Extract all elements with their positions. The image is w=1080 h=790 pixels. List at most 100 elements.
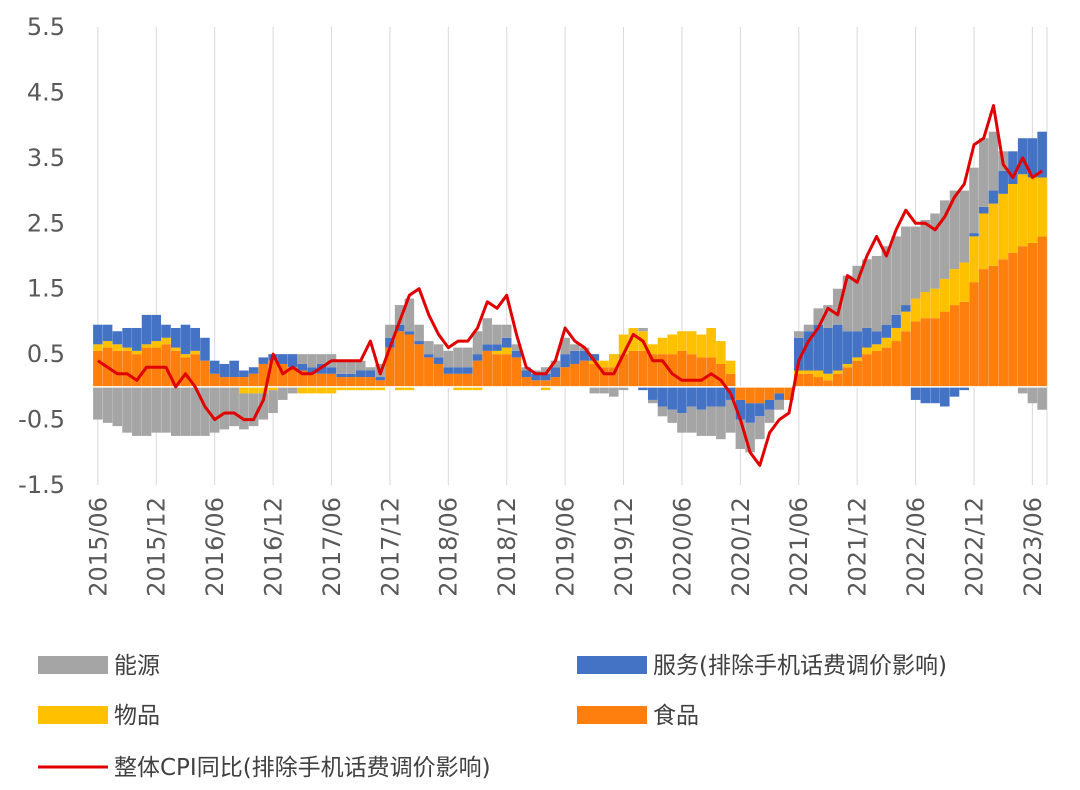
bar-segment [930, 386, 940, 404]
bar-segment [764, 386, 775, 400]
bar-segment [472, 354, 483, 361]
bar-segment [501, 337, 512, 348]
bar-segment [832, 373, 843, 387]
bar-segment [200, 360, 210, 387]
bar-segment [686, 354, 697, 387]
bar-segment [901, 331, 911, 387]
bar-segment [531, 380, 541, 387]
bar-segment [248, 367, 259, 374]
bar-segment [482, 318, 493, 345]
bar-segment [1037, 236, 1047, 387]
bar-segment [949, 386, 960, 397]
bar-segment [122, 350, 132, 387]
bar-segment [511, 344, 522, 351]
bar-segment [764, 409, 775, 423]
bar-segment [550, 377, 561, 387]
y-tick-label: 3.5 [27, 144, 65, 172]
bar-segment [200, 337, 210, 361]
bar-segment [161, 337, 171, 345]
bar-segment [102, 341, 113, 348]
bar-segment [1027, 138, 1038, 178]
bar-segment [871, 256, 882, 332]
bar-segment [365, 367, 376, 371]
bar-segment [793, 370, 804, 374]
bar-segment [803, 324, 814, 332]
bar-segment [414, 344, 424, 387]
bar-segment [394, 324, 405, 332]
bar-segment [969, 233, 979, 237]
bar-segment [696, 334, 707, 358]
bar-segment [949, 305, 960, 387]
x-tick-label: 2021/06 [785, 497, 813, 597]
legend-label: 能源 [114, 653, 160, 679]
bar-segment [862, 347, 872, 355]
bar-segment [404, 386, 415, 391]
bar-segment [579, 360, 590, 387]
bar-segment [365, 370, 376, 378]
bar-segment [686, 386, 697, 407]
bar-segment [404, 298, 415, 332]
bar-segment [511, 350, 522, 358]
bar-segment [93, 350, 103, 387]
bar-segment [570, 350, 580, 364]
bar-segment [346, 373, 356, 378]
bar-segment [891, 236, 901, 315]
bar-segment [599, 360, 609, 368]
bar-segment [287, 367, 298, 387]
bar-segment [287, 386, 298, 394]
bar-segment [618, 334, 629, 355]
legend-swatch [577, 706, 647, 724]
bar-segment [453, 373, 463, 387]
bar-segment [316, 354, 327, 364]
bar-segment [959, 301, 970, 387]
bar-segment [550, 367, 561, 378]
bar-segment [579, 350, 590, 361]
bar-segment [716, 386, 726, 407]
bar-segment [609, 367, 619, 387]
bar-segment [443, 373, 454, 387]
bar-segment [258, 357, 269, 364]
bar-segment [618, 354, 629, 387]
bar-segment [190, 327, 200, 351]
bar-segment [920, 220, 931, 292]
bar-segment [501, 347, 512, 355]
bar-segment [190, 354, 200, 387]
bar-segment [355, 370, 366, 378]
bar-segment [492, 324, 502, 345]
bar-segment [93, 324, 103, 345]
y-tick-label: 4.5 [27, 78, 65, 106]
bar-segment [803, 370, 814, 374]
bar-segment [336, 373, 347, 378]
bar-segment [998, 170, 1008, 194]
bar-segment [501, 354, 512, 387]
bar-segment [229, 360, 239, 378]
bar-segment [1017, 138, 1028, 175]
bar-segment [326, 367, 337, 374]
x-tick-label: 2018/06 [435, 497, 463, 597]
x-axis-ticks: 2015/06 2015/12 2016/06 2016/12 2017/06 2017/… [84, 497, 1047, 597]
bar-segment [667, 386, 677, 410]
bar-segment [891, 327, 901, 342]
bar-segment [239, 377, 249, 387]
bar-segment [716, 341, 726, 364]
bar-segment [394, 331, 405, 387]
bar-segment [832, 370, 843, 374]
bar-segment [930, 288, 940, 319]
bar-segment [375, 386, 385, 391]
bar-segment [219, 377, 230, 387]
bar-segment [813, 370, 824, 378]
bar-segment [209, 386, 220, 433]
bar-segment [677, 386, 687, 414]
bar-segment [862, 259, 872, 328]
bar-segment [988, 131, 999, 191]
legend-label: 物品 [114, 703, 160, 729]
bar-segment [686, 331, 697, 355]
bar-segment [706, 327, 716, 358]
bar-segment [268, 390, 278, 414]
bar-segment [813, 308, 824, 325]
bar-segment [764, 399, 775, 410]
bar-segment [667, 334, 677, 355]
x-tick-label: 2015/12 [143, 497, 171, 597]
